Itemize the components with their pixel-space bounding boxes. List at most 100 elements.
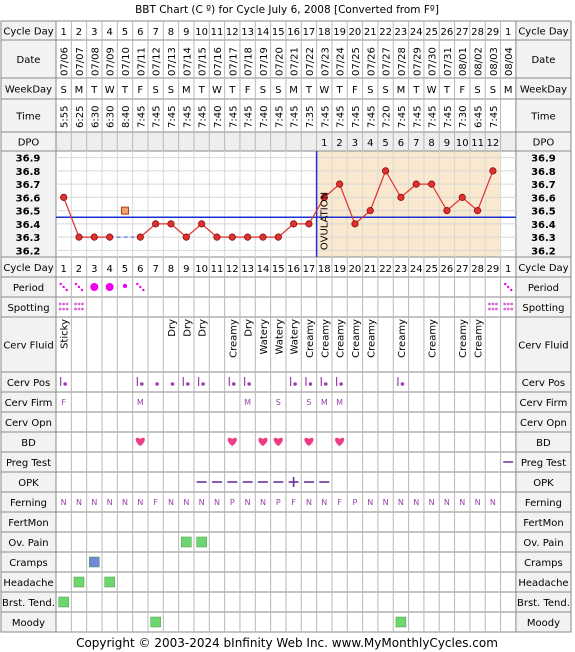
temperature-point-12 [244, 233, 252, 241]
weekday-label-24: W [427, 85, 437, 96]
spotting-dot-0-4 [62, 307, 66, 311]
weekday-label-16: T [305, 85, 313, 96]
cerv-fluid-0: Sticky [60, 319, 71, 349]
temperature-point-7 [167, 220, 175, 228]
row-label-opk-left: OPK [18, 478, 39, 489]
cerv-pos-dot-11 [231, 382, 236, 386]
row-label-weekday-left: WeekDay [5, 85, 52, 96]
cycle-day-bottom-15: 16 [287, 264, 300, 275]
row-label-fertmon-left: FertMon [8, 518, 48, 529]
date-label-17: 07/23 [320, 47, 331, 76]
cycle-day-bottom-5: 6 [137, 264, 143, 275]
cycle-day-top-21: 22 [379, 27, 392, 38]
row-label-period-left: Period [13, 283, 44, 294]
cycle-day-top-20: 21 [364, 27, 377, 38]
cerv-pos-dot-0 [63, 382, 67, 386]
temperature-point-28 [489, 167, 497, 175]
cycle-day-top-11: 12 [226, 27, 239, 38]
dpo-label-20: 4 [367, 138, 373, 149]
time-label-15: 7:45 [290, 106, 301, 128]
spotting-dot-29-0 [503, 302, 507, 306]
time-label-10: 7:40 [213, 106, 224, 128]
cycle-day-top-28: 29 [487, 27, 500, 38]
time-label-7: 7:45 [167, 106, 178, 128]
cycle-day-top-19: 20 [349, 27, 362, 38]
cerv-fluid-18: Creamy [336, 319, 347, 358]
cycle-day-bottom-13: 14 [257, 264, 270, 275]
row-label-cycle-day-right: Cycle Day [518, 263, 568, 274]
ferning-15: F [291, 498, 296, 507]
date-label-20: 07/26 [366, 47, 377, 76]
temperature-point-3 [106, 233, 114, 241]
discarded-temperature-0 [120, 206, 129, 215]
row-label-cerv-fluid-right: Cerv Fluid [518, 341, 568, 352]
ferning-17: N [321, 498, 327, 507]
cerv-pos-dot-15 [293, 382, 297, 386]
time-label-19: 7:45 [351, 106, 362, 128]
row-label-ferning-right: Ferning [525, 498, 562, 509]
time-label-23: 7:45 [412, 106, 423, 128]
row-label-ferning-left: Ferning [10, 498, 47, 509]
spotting-dot-29-2 [510, 302, 514, 306]
weekday-label-7: S [168, 85, 174, 96]
cerv-fluid-12: Dry [244, 319, 255, 337]
cerv-fluid-11: Creamy [228, 319, 239, 358]
row-label-dpo-right: DPO [533, 138, 555, 149]
spotting-dot-28-1 [491, 302, 495, 306]
cycle-day-top-17: 18 [318, 27, 331, 38]
cycle-day-bottom-18: 19 [333, 264, 346, 275]
weekday-label-4: T [121, 85, 129, 96]
weekday-label-22: M [397, 85, 406, 96]
period-light-4 [122, 283, 128, 289]
cerv-fluid-24: Creamy [428, 319, 439, 358]
ferning-6: F [153, 498, 158, 507]
ferning-28: N [490, 498, 496, 507]
row-label-cerv-pos-left: Cerv Pos [7, 378, 50, 389]
temperature-point-22 [397, 193, 405, 201]
row-label-ov-pain-left: Ov. Pain [8, 538, 48, 549]
date-label-27: 08/02 [474, 47, 485, 76]
date-label-18: 07/24 [336, 47, 347, 76]
period-dot-1-0 [74, 282, 78, 286]
cycle-day-top-14: 15 [272, 27, 285, 38]
dpo-label-26: 10 [456, 138, 469, 149]
weekday-label-14: S [275, 85, 281, 96]
footer-copyright: Copyright © 2003-2024 bInfinity Web Inc.… [76, 636, 498, 650]
bd-heart-18 [335, 437, 345, 446]
ferning-14: P [276, 498, 281, 507]
cerv-fluid-26: Creamy [458, 319, 469, 358]
time-label-3: 6:30 [106, 106, 117, 128]
weekday-label-29: M [504, 85, 513, 96]
dpo-label-19: 3 [352, 138, 358, 149]
headache-mark-1 [73, 576, 85, 588]
dpo-label-24: 8 [428, 138, 434, 149]
weekday-label-2: T [90, 85, 98, 96]
spotting-dot-0-2 [65, 302, 69, 306]
ferning-1: N [76, 498, 82, 507]
cycle-day-top-24: 25 [425, 27, 438, 38]
cycle-day-bottom-20: 21 [364, 264, 377, 275]
ferning-19: P [353, 498, 358, 507]
period-heavy-2 [90, 283, 99, 291]
y-tick-label-left-4: 36.5 [16, 207, 41, 218]
date-label-14: 07/20 [274, 47, 285, 76]
temperature-point-13 [259, 233, 267, 241]
y-tick-label-left-0: 36.9 [16, 154, 41, 165]
weekday-label-9: T [198, 85, 206, 96]
date-label-26: 08/01 [458, 47, 469, 76]
date-label-3: 07/09 [106, 47, 117, 76]
row-label-headache-right: Headache [518, 578, 568, 589]
period-dot-1-2 [80, 288, 84, 292]
date-label-21: 07/27 [382, 47, 393, 76]
cycle-day-top-27: 28 [471, 27, 484, 38]
cycle-day-bottom-0: 1 [60, 264, 66, 275]
row-label-brst-tend-left: Brst. Tend. [2, 598, 55, 609]
temperature-point-25 [443, 207, 451, 215]
headache-mark-3 [104, 576, 115, 588]
temperature-point-14 [274, 233, 282, 241]
weekday-label-8: M [182, 85, 191, 96]
cycle-day-top-22: 23 [395, 27, 408, 38]
date-label-11: 07/17 [228, 47, 239, 76]
period-heavy-3 [105, 283, 114, 291]
spotting-dot-28-0 [488, 302, 491, 306]
